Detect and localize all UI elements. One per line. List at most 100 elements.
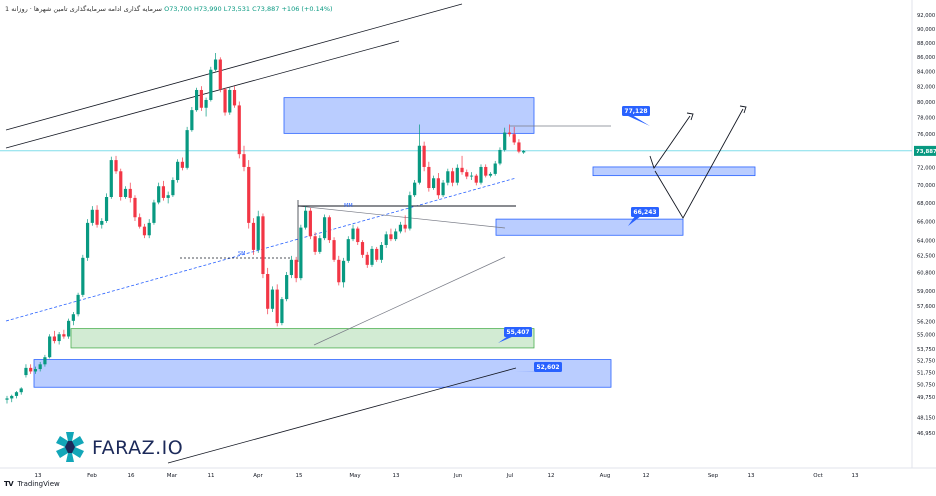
candle-body: [341, 260, 346, 283]
long-trendline: [167, 367, 517, 464]
candle-body: [95, 209, 99, 225]
candle-body: [157, 186, 161, 203]
candle-body: [484, 166, 488, 176]
x-tick-label: May: [349, 473, 361, 479]
x-tick-label: 13: [852, 473, 859, 479]
candle-body: [237, 105, 241, 155]
candle-body: [469, 175, 474, 177]
support-zone: [70, 328, 535, 349]
x-tick-label: Jul: [506, 473, 514, 479]
candle-body: [332, 240, 336, 260]
candle-body: [365, 254, 369, 265]
candle-body: [384, 234, 388, 245]
tradingview-brand: TradingView: [17, 480, 60, 488]
y-tick-label: 60,800: [917, 270, 935, 276]
x-tick-label: Mar: [167, 473, 178, 479]
candle-body: [503, 132, 507, 150]
x-tick-label: Sep: [708, 473, 719, 479]
x-tick-label: 12: [548, 473, 555, 479]
y-tick-label: 59,000: [917, 289, 935, 295]
candle-body: [512, 134, 516, 143]
projection-path-short: [649, 115, 691, 169]
candle-body: [403, 224, 407, 229]
candle-body: [109, 160, 113, 197]
candle-body: [138, 217, 142, 227]
y-tick-label: 51,750: [917, 371, 935, 377]
price-callout-pointer: [628, 216, 641, 226]
y-tick-label: 76,000: [917, 132, 935, 138]
candle-body: [161, 186, 166, 198]
candle-body: [185, 130, 189, 168]
projection-arrowhead-long: [739, 105, 747, 114]
x-tick-label: 13: [748, 473, 755, 479]
y-tick-label: 72,000: [917, 165, 935, 171]
y-tick-label: 86,000: [917, 55, 935, 61]
price-callout-pointer: [498, 336, 514, 343]
dashed-trendline: [5, 177, 517, 322]
candle-body: [67, 320, 71, 337]
candle-body: [313, 236, 317, 252]
candle-body: [81, 257, 85, 295]
candle-body: [266, 274, 270, 309]
candle-body: [33, 369, 38, 372]
logo-text: FARAZ.IO: [92, 437, 184, 459]
triangle-upper-line: [297, 205, 506, 229]
candle-body: [171, 180, 175, 196]
candle-body: [280, 299, 284, 324]
price-callout-box: [504, 327, 532, 337]
candle-body: [422, 145, 426, 167]
y-tick-label: 88,000: [917, 41, 935, 47]
candle-body: [119, 171, 123, 197]
y-tick-label: 53,750: [917, 347, 935, 353]
candle-body: [62, 334, 66, 337]
candle-body: [14, 392, 19, 396]
candle-body: [479, 166, 483, 183]
candle-body: [228, 89, 232, 113]
candle-body: [398, 224, 403, 232]
y-tick-label: 48,150: [917, 415, 935, 421]
price-callout-label: 66,243: [633, 209, 656, 216]
candle-body: [38, 364, 42, 370]
y-tick-label: 70,000: [917, 183, 935, 189]
candle-body: [195, 89, 199, 111]
candle-body: [432, 178, 436, 189]
candle-body: [375, 248, 379, 260]
candle-body: [57, 334, 61, 342]
candle-body: [427, 166, 431, 189]
candle-body: [29, 367, 33, 372]
y-tick-label: 90,000: [917, 27, 935, 33]
y-tick-label: 92,000: [917, 13, 935, 19]
x-tick-label: 13: [35, 473, 42, 479]
faraz-star-icon: [56, 432, 84, 462]
x-tick-label: 13: [393, 473, 400, 479]
candle-body: [389, 234, 393, 240]
candle-body: [474, 175, 478, 183]
demand-zone: [283, 97, 535, 134]
candle-body: [322, 217, 327, 239]
y-tick-label: 56,200: [917, 319, 935, 325]
candle-body: [209, 69, 213, 100]
candle-body: [114, 160, 118, 172]
sm-label: SM: [238, 251, 246, 257]
candle-body: [190, 110, 194, 131]
candle-body: [327, 217, 331, 241]
demand-zone: [592, 166, 756, 177]
y-tick-label: 57,600: [917, 304, 935, 310]
x-tick-label: 16: [128, 473, 135, 479]
candle-body: [204, 99, 208, 108]
candle-body: [356, 228, 360, 243]
candle-body: [337, 259, 341, 283]
demand-zone: [495, 218, 684, 236]
candle-body: [71, 314, 75, 321]
y-tick-label: 84,000: [917, 70, 935, 76]
candle-body: [166, 195, 170, 198]
projection-path-long: [654, 108, 744, 219]
x-tick-label: Oct: [813, 473, 823, 479]
projection-arrowhead-short: [686, 112, 694, 121]
price-callout-label: 52,602: [536, 364, 559, 371]
current-price-label: 73,887: [916, 149, 936, 155]
candle-body: [152, 202, 156, 223]
x-tick-label: 12: [643, 473, 650, 479]
candle-body: [498, 149, 502, 164]
